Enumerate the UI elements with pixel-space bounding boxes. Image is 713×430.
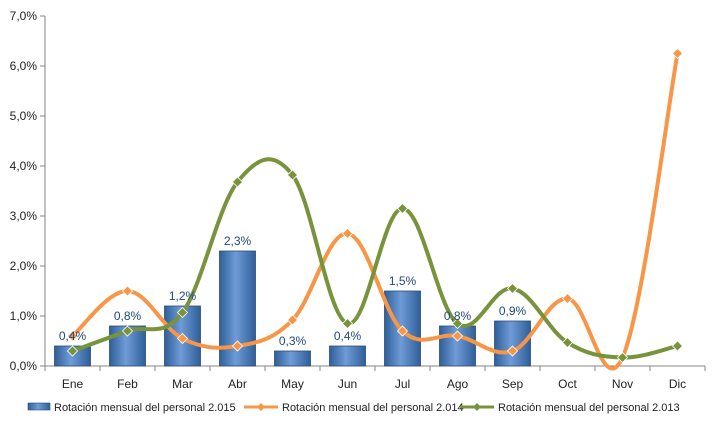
- x-tick-label: Jun: [338, 377, 357, 391]
- bar-data-label: 0,4%: [59, 329, 87, 343]
- legend-swatch-marker: [257, 403, 265, 411]
- line-series-2: [66, 157, 684, 364]
- line-marker: [286, 169, 299, 181]
- x-tick-label: Ago: [447, 377, 469, 391]
- data-labels: 0,4% 0,8% 1,2% 2,3% 0,3% 0,4% 1,5% 0,8% 0,9%: [59, 234, 527, 348]
- line-marker: [561, 292, 574, 305]
- line-marker: [176, 332, 189, 345]
- line-marker: [341, 227, 354, 240]
- x-tick-label: Feb: [117, 377, 138, 391]
- x-tick-label: Abr: [228, 377, 247, 391]
- x-tick-label: Ene: [62, 377, 84, 391]
- line-marker: [176, 306, 189, 319]
- x-tick-label: Mar: [172, 377, 193, 391]
- line-marker: [561, 336, 574, 349]
- legend-label: Rotación mensual del personal 2.014: [282, 402, 464, 414]
- x-tick-label: Oct: [558, 377, 577, 391]
- line-marker: [66, 345, 79, 357]
- bar-data-label: 1,2%: [169, 289, 197, 303]
- line-marker: [66, 330, 79, 342]
- bar-data-label: 0,9%: [499, 304, 527, 318]
- legend: Rotación mensual del personal 2.015 Rotac…: [27, 402, 680, 414]
- series-line: [70, 51, 680, 371]
- line-marker: [121, 325, 134, 337]
- line-marker: [231, 340, 244, 352]
- line-series-1: [66, 47, 684, 371]
- line-marker: [506, 282, 519, 295]
- y-tick-label: 2,0%: [10, 259, 38, 273]
- x-tick-label: May: [281, 377, 304, 391]
- legend-swatch: [27, 402, 51, 411]
- bar-data-label: 2,3%: [224, 234, 252, 248]
- bar-data-label: 1,5%: [389, 274, 417, 288]
- y-tick-label: 4,0%: [10, 159, 38, 173]
- axes: 0,0% 1,0% 2,0% 3,0% 4,0% 5,0% 6,0% 7,0% Ene Feb Ma…: [10, 9, 706, 391]
- series-line: [70, 157, 680, 360]
- x-tick-label: Jul: [395, 377, 410, 391]
- bar: [274, 350, 311, 367]
- line-marker: [286, 314, 299, 326]
- line-marker: [231, 176, 244, 188]
- bar-series: [54, 250, 531, 367]
- legend-item: Rotación mensual del personal 2.015: [27, 402, 236, 414]
- y-tick-label: 6,0%: [10, 59, 38, 73]
- line-series: [66, 47, 684, 371]
- x-tick-label: Dic: [669, 377, 686, 391]
- line-marker: [671, 340, 684, 352]
- line-marker: [671, 47, 684, 60]
- y-tick-label: 5,0%: [10, 109, 38, 123]
- legend-label: Rotación mensual del personal 2.013: [498, 402, 680, 414]
- bar-data-label: 0,3%: [279, 334, 307, 348]
- legend-item: Rotación mensual del personal 2.013: [460, 402, 680, 414]
- x-tick-label: Nov: [612, 377, 633, 391]
- line-marker: [616, 351, 629, 364]
- line-marker: [506, 345, 519, 357]
- y-tick-label: 7,0%: [10, 9, 38, 23]
- legend-swatch-marker: [473, 403, 481, 411]
- bar-data-label: 0,8%: [114, 309, 142, 323]
- x-tick-label: Sep: [502, 377, 524, 391]
- line-marker: [451, 330, 464, 342]
- legend-label: Rotación mensual del personal 2.015: [54, 402, 236, 414]
- line-marker: [396, 202, 409, 215]
- y-tick-label: 1,0%: [10, 309, 38, 323]
- bar: [329, 345, 366, 367]
- line-marker: [341, 317, 354, 330]
- y-tick-label: 0,0%: [10, 359, 38, 373]
- bar-data-label: 0,4%: [334, 329, 362, 343]
- line-marker: [121, 285, 134, 297]
- bar-data-label: 0,8%: [444, 309, 472, 323]
- line-marker: [451, 317, 464, 330]
- legend-item: Rotación mensual del personal 2.014: [244, 402, 464, 414]
- line-marker: [396, 325, 409, 337]
- y-tick-label: 3,0%: [10, 209, 38, 223]
